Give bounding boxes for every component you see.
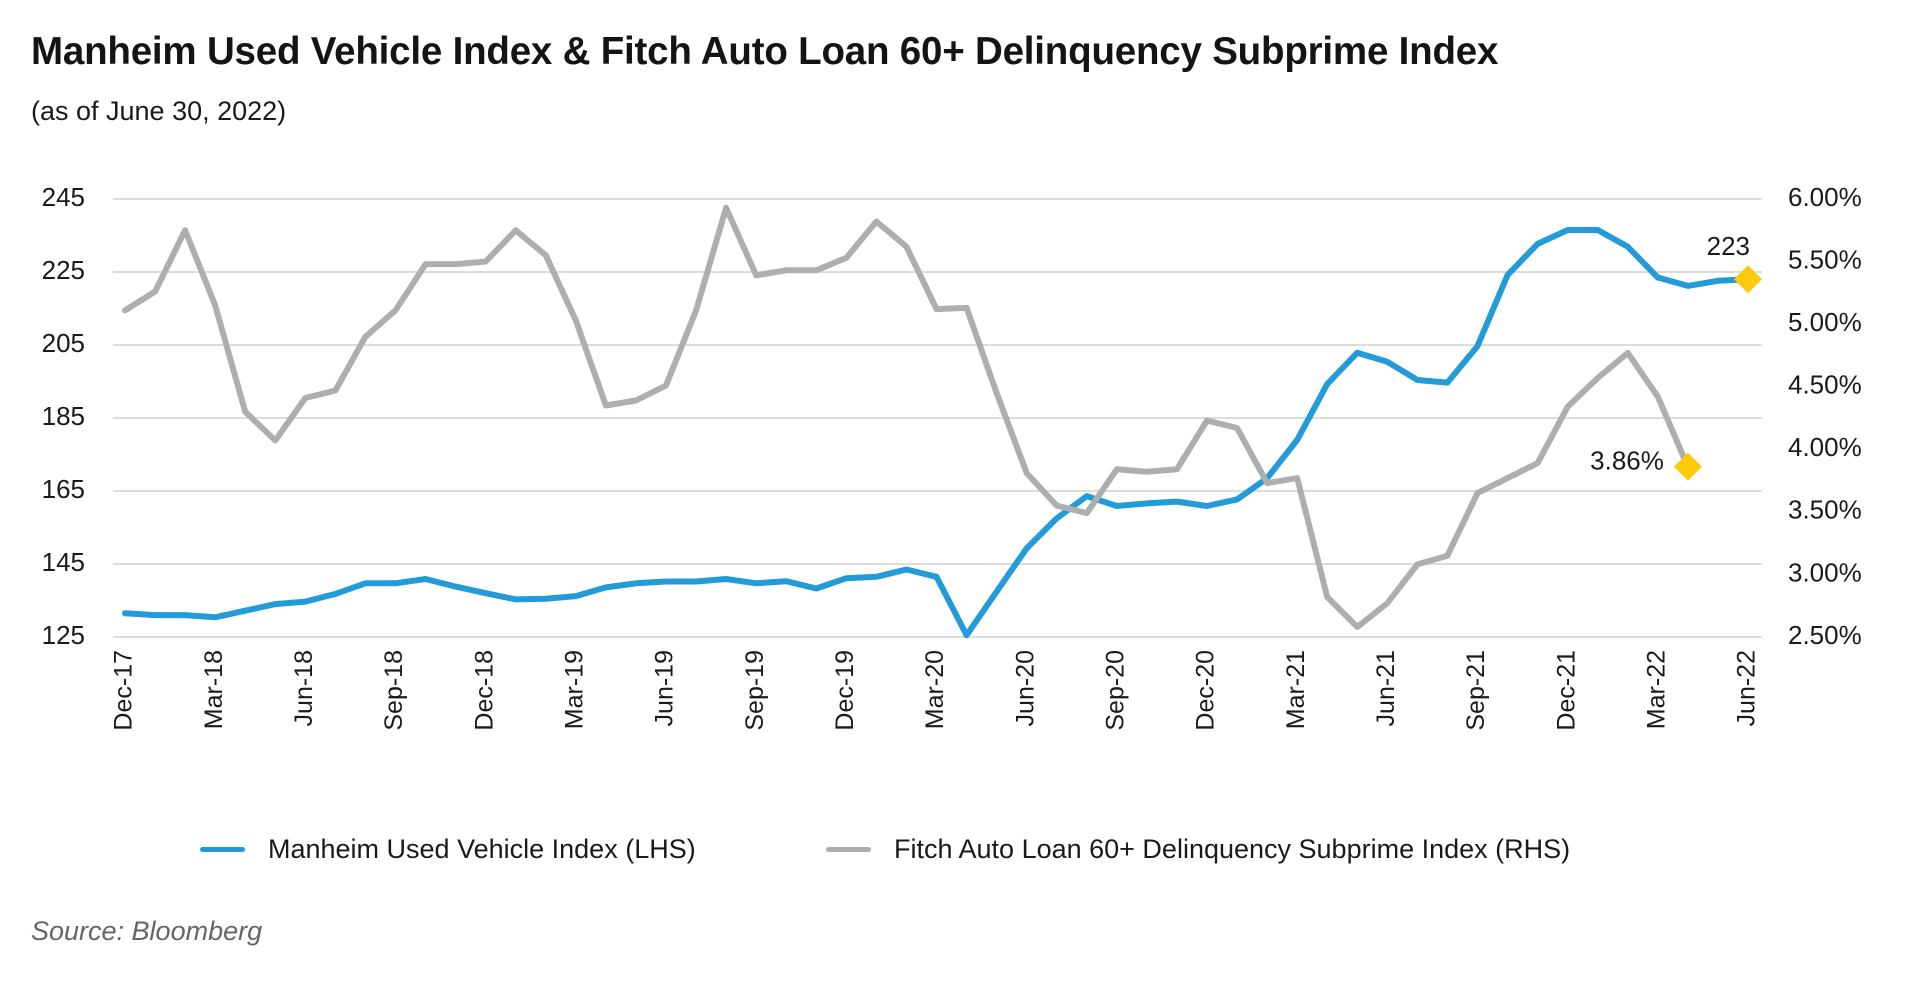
- legend-swatch-manheim: [200, 846, 245, 852]
- right-axis-tick-label: 5.50%: [1788, 244, 1862, 274]
- x-axis-tick-label: Mar-21: [1282, 650, 1310, 729]
- fitch-end-label: 3.86%: [1590, 446, 1664, 476]
- legend-swatch-fitch: [826, 846, 871, 852]
- manheim-end-marker: [1734, 265, 1762, 294]
- manheim-series-line: [122, 227, 1751, 639]
- right-axis-tick-label: 3.50%: [1788, 495, 1862, 525]
- right-axis-tick-label: 3.00%: [1788, 557, 1862, 587]
- x-axis-tick-label: Mar-22: [1642, 650, 1670, 729]
- x-axis-tick-label: Dec-17: [110, 650, 138, 731]
- legend-item-manheim: Manheim Used Vehicle Index (LHS): [200, 832, 696, 866]
- right-axis-tick-label: 4.00%: [1788, 432, 1862, 462]
- x-axis-tick-label: Jun-22: [1733, 650, 1761, 726]
- right-axis-tick-label: 6.00%: [1788, 182, 1862, 212]
- right-axis-tick-label: 4.50%: [1788, 370, 1862, 400]
- chart-title: Manheim Used Vehicle Index & Fitch Auto …: [31, 30, 1499, 73]
- x-axis-tick-label: Jun-21: [1372, 650, 1400, 726]
- x-axis-tick-label: Sep-21: [1462, 650, 1490, 731]
- right-axis-ticks: 6.00% 5.50% 5.00% 4.50% 4.00% 3.50% 3.00% 2.50%: [1788, 182, 1862, 650]
- annotations: 223 3.86%: [1590, 231, 1762, 481]
- x-axis-tick-label: Mar-18: [200, 650, 228, 729]
- right-axis-tick-label: 5.00%: [1788, 307, 1862, 337]
- legend-item-fitch: Fitch Auto Loan 60+ Delinquency Subprime…: [826, 832, 1570, 866]
- left-axis-tick-label: 185: [42, 401, 85, 431]
- x-axis-tick-label: Jun-19: [651, 650, 679, 726]
- series-lines: [122, 204, 1751, 639]
- x-axis-tick-label: Jun-20: [1011, 650, 1039, 726]
- x-axis-tick-label: Dec-18: [470, 650, 498, 731]
- x-axis-tick-label: Mar-20: [921, 650, 949, 729]
- x-axis-ticks: Dec-17 Mar-18 Jun-18 Sep-18 Dec-18 Mar-19 Jun-…: [110, 650, 1761, 731]
- left-axis-ticks: 245 225 205 185 165 145 125: [42, 182, 85, 650]
- fitch-end-marker: [1673, 452, 1702, 481]
- fitch-series-line: [122, 204, 1691, 630]
- left-axis-tick-label: 165: [42, 474, 85, 504]
- chart-subtitle: (as of June 30, 2022): [31, 96, 287, 126]
- x-axis-tick-label: Dec-19: [831, 650, 859, 731]
- x-axis-tick-label: Mar-19: [560, 650, 588, 729]
- legend-label-fitch: Fitch Auto Loan 60+ Delinquency Subprime…: [894, 833, 1571, 864]
- left-axis-tick-label: 205: [42, 328, 85, 358]
- x-axis-tick-label: Dec-21: [1552, 650, 1580, 731]
- x-axis-tick-label: Sep-20: [1101, 650, 1129, 731]
- source-note: Source: Bloomberg: [31, 916, 263, 946]
- x-axis-tick-label: Sep-18: [380, 650, 408, 731]
- x-axis-tick-label: Dec-20: [1192, 650, 1220, 731]
- legend-label-manheim: Manheim Used Vehicle Index (LHS): [268, 833, 696, 864]
- left-axis-tick-label: 245: [42, 182, 85, 212]
- manheim-end-label: 223: [1707, 231, 1750, 261]
- x-axis-tick-label: Sep-19: [741, 650, 769, 731]
- left-axis-tick-label: 145: [42, 547, 85, 577]
- left-axis-tick-label: 125: [42, 620, 85, 650]
- right-axis-tick-label: 2.50%: [1788, 620, 1862, 650]
- x-axis-tick-label: Jun-18: [290, 650, 318, 726]
- gridlines: [113, 198, 1762, 638]
- left-axis-tick-label: 225: [42, 255, 85, 285]
- legend: Manheim Used Vehicle Index (LHS) Fitch A…: [0, 832, 1913, 866]
